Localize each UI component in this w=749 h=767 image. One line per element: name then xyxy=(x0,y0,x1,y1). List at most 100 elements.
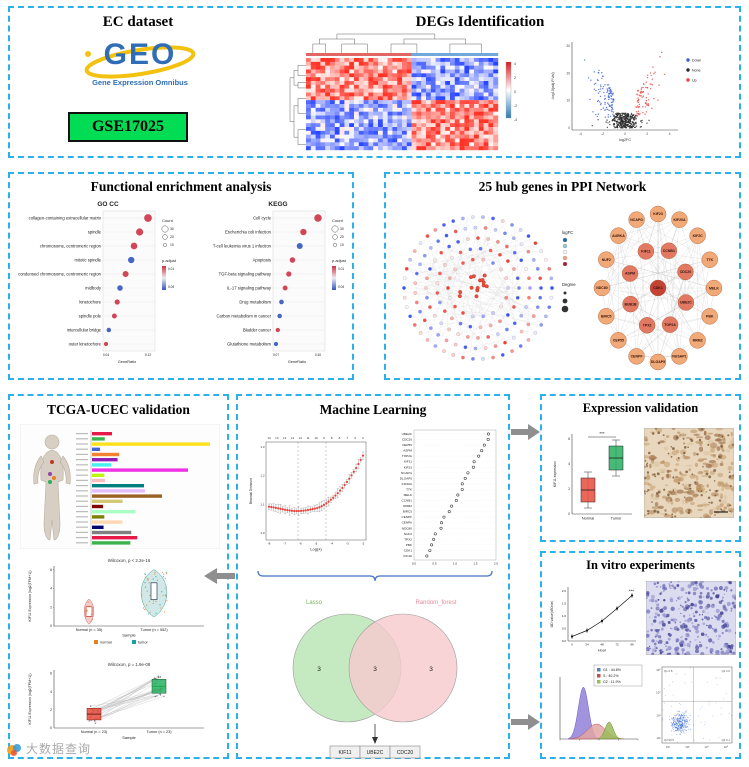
svg-text:Q4 6.1: Q4 6.1 xyxy=(722,738,731,742)
svg-text:1.0: 1.0 xyxy=(260,531,265,535)
svg-text:-8: -8 xyxy=(268,542,271,546)
svg-text:Bladder cancer: Bladder cancer xyxy=(243,327,272,332)
svg-text:8: 8 xyxy=(339,436,341,440)
svg-text:CDK1: CDK1 xyxy=(653,286,663,290)
svg-text:Degree: Degree xyxy=(562,282,576,287)
svg-text:0.0: 0.0 xyxy=(562,639,567,643)
svg-text:6: 6 xyxy=(568,437,570,441)
svg-text:KIF4A: KIF4A xyxy=(403,554,413,558)
growth-curve-chart: 0 24 48 72 96 0.0 0.5 1.0 1.5 2.0 Hour OD value(450… xyxy=(550,587,636,653)
svg-text:Lasso: Lasso xyxy=(306,600,323,606)
svg-text:3: 3 xyxy=(317,666,321,673)
svg-text:CCNB1: CCNB1 xyxy=(663,249,675,253)
svg-text:midbody: midbody xyxy=(85,285,102,290)
watermark-text: 大数据查询 xyxy=(26,742,92,756)
svg-text:30: 30 xyxy=(566,44,570,48)
svg-text:2: 2 xyxy=(362,436,364,440)
svg-text:4: 4 xyxy=(568,462,570,466)
svg-text:-4: -4 xyxy=(579,132,582,136)
svg-text:KIF11 Expression (log2(TPM+1)): KIF11 Expression (log2(TPM+1)) xyxy=(28,674,32,725)
transwell-image xyxy=(646,581,736,655)
svg-text:KIF11 Expression (log2(TPM+1)): KIF11 Expression (log2(TPM+1)) xyxy=(28,571,32,622)
svg-text:30: 30 xyxy=(340,227,344,231)
svg-text:Count: Count xyxy=(332,218,344,223)
svg-text:DLGAP5: DLGAP5 xyxy=(651,360,665,364)
svg-text:10³: 10³ xyxy=(656,713,660,717)
svg-text:BUB1B: BUB1B xyxy=(625,302,638,306)
svg-text:OD value(450nm): OD value(450nm) xyxy=(550,601,554,628)
svg-text:4: 4 xyxy=(50,690,52,694)
svg-text:0: 0 xyxy=(624,132,626,136)
volcano-plot: -4 -2 0 2 4 log2FC 0 10 20 30 -log10(adj.P.Val) Dow… xyxy=(551,42,701,142)
venn-diagram: Lasso Random_forest 3 3 3 KIF11 UBE2C CDC20 xyxy=(257,570,493,759)
panel-enrichment: Functional enrichment analysis GO CC coll… xyxy=(8,172,354,380)
svg-text:12: 12 xyxy=(299,436,303,440)
expression-title: Expression validation xyxy=(582,401,699,415)
svg-text:UBE2C: UBE2C xyxy=(402,432,413,436)
hub-gene-network: CDK1 CCNB1 CDC20 UBE2C TOP2A TPX2 BUB1B ASPM KIF… xyxy=(593,205,723,371)
svg-text:4: 4 xyxy=(50,587,52,591)
svg-text:0.0: 0.0 xyxy=(412,562,417,566)
svg-text:TTK: TTK xyxy=(706,258,713,262)
svg-text:10⁵: 10⁵ xyxy=(724,745,728,749)
svg-text:TTK: TTK xyxy=(406,487,413,491)
svg-text:collagen-containing extracellu: collagen-containing extracellular matrix xyxy=(29,215,102,220)
svg-text:2.0: 2.0 xyxy=(494,562,499,566)
svg-text:0: 0 xyxy=(568,126,570,130)
svg-text:0.5: 0.5 xyxy=(562,627,567,631)
ppi-title: 25 hub genes in PPI Network xyxy=(478,179,647,194)
svg-text:6: 6 xyxy=(50,672,52,676)
svg-text:CDC20: CDC20 xyxy=(680,270,692,274)
panel-ppi: 25 hub genes in PPI Network logFC Degree … xyxy=(384,172,741,380)
svg-text:KIF2C: KIF2C xyxy=(693,234,704,238)
panel-ml: Machine Learning 13 13 13 12 12 11 10 9 8 8 7 5 2 -8 -… xyxy=(236,394,510,759)
svg-text:KEGG: KEGG xyxy=(268,201,287,208)
svg-text:None: None xyxy=(692,68,701,72)
svg-text:0: 0 xyxy=(514,90,516,94)
svg-text:Up: Up xyxy=(692,78,697,82)
svg-text:p.adjust: p.adjust xyxy=(162,258,177,263)
svg-text:TOP2A: TOP2A xyxy=(664,323,676,327)
svg-text:***: *** xyxy=(629,589,635,594)
svg-text:0: 0 xyxy=(50,624,52,628)
svg-text:G1 : 44.6%: G1 : 44.6% xyxy=(603,668,622,672)
svg-text:Wilcoxon, p = 1.9e-08: Wilcoxon, p = 1.9e-08 xyxy=(108,662,151,667)
svg-text:UBE2C: UBE2C xyxy=(680,301,692,305)
svg-text:RRM2: RRM2 xyxy=(693,339,703,343)
svg-text:13: 13 xyxy=(283,436,287,440)
svg-text:13: 13 xyxy=(275,436,279,440)
arrow-ml-to-tcga-icon xyxy=(204,568,235,584)
svg-text:4: 4 xyxy=(669,132,671,136)
svg-text:NUF2: NUF2 xyxy=(404,532,412,536)
watermark-logo-icon xyxy=(7,743,21,756)
svg-text:11: 11 xyxy=(307,436,310,440)
svg-text:normal: normal xyxy=(100,641,112,645)
svg-text:Glutathione metabolism: Glutathione metabolism xyxy=(227,341,272,346)
svg-text:1.5: 1.5 xyxy=(562,602,567,606)
ec-dataset-title: EC dataset xyxy=(102,14,174,30)
svg-text:1.0: 1.0 xyxy=(562,614,567,618)
svg-text:10: 10 xyxy=(314,436,318,440)
svg-text:0.04: 0.04 xyxy=(168,285,174,289)
svg-text:10: 10 xyxy=(340,243,344,247)
svg-text:0.30: 0.30 xyxy=(315,353,321,357)
violin-chart: Wilcoxon, p < 2.2e-16 0 2 4 6 KIF11 Expressio… xyxy=(28,558,204,645)
svg-text:-7: -7 xyxy=(283,542,286,546)
svg-text:30: 30 xyxy=(170,227,174,231)
svg-text:Normal (n = 35): Normal (n = 35) xyxy=(76,628,103,632)
cell-cycle-histogram: G1 : 44.6% S : 40.2% G2 : 11.9% xyxy=(559,664,643,741)
svg-text:20: 20 xyxy=(566,71,570,75)
svg-text:Carbon metabolism in cancer: Carbon metabolism in cancer xyxy=(217,313,272,318)
svg-text:1.2: 1.2 xyxy=(260,474,265,478)
svg-text:CEP55: CEP55 xyxy=(402,443,412,447)
svg-text:KIF11 expression: KIF11 expression xyxy=(553,461,557,487)
svg-text:S : 40.2%: S : 40.2% xyxy=(603,674,619,678)
svg-text:2.0: 2.0 xyxy=(562,589,567,593)
svg-text:10: 10 xyxy=(170,243,174,247)
lasso-cv-chart: 13 13 13 12 12 11 10 9 8 8 7 5 2 -8 -7 -6 -5 -4 -3 -2 Log(λ)… xyxy=(249,436,367,552)
svg-text:chromosome, centromeric region: chromosome, centromeric region xyxy=(40,243,102,248)
svg-text:Cell cycle: Cell cycle xyxy=(253,215,272,220)
svg-text:intercellular bridge: intercellular bridge xyxy=(67,327,102,332)
svg-text:NCAPG: NCAPG xyxy=(401,471,413,475)
svg-text:0.01: 0.01 xyxy=(168,267,174,271)
